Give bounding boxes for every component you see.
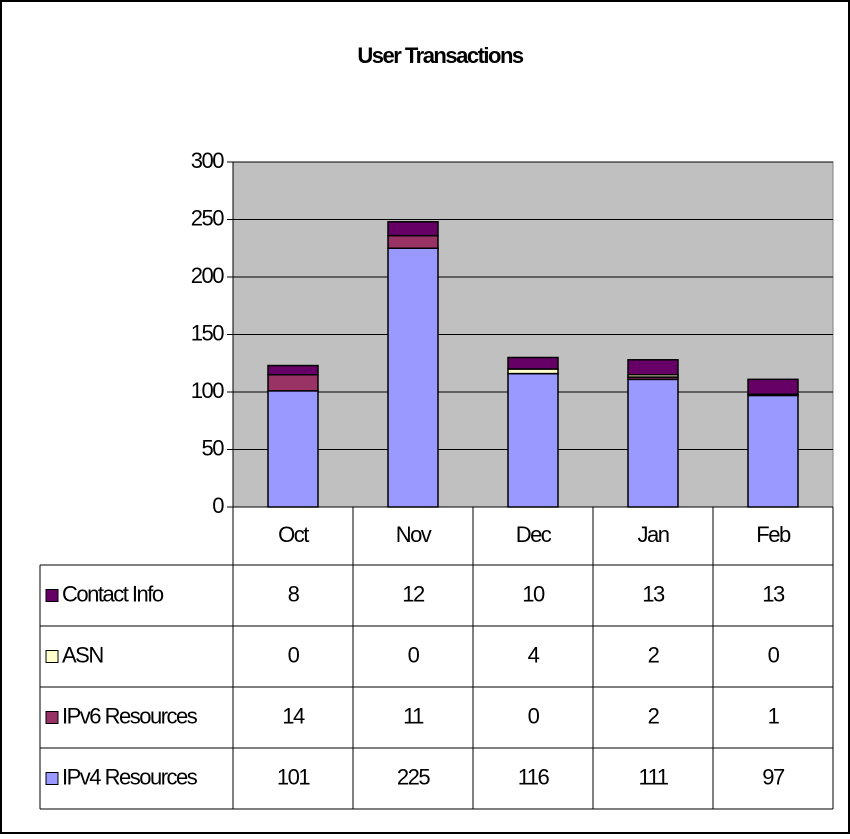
bar-segment [387,234,439,250]
bar-segment [267,390,319,508]
bar-segment [507,372,559,508]
legend-label: Contact Info [62,581,164,606]
table-value: 101 [277,764,310,789]
x-tick-label: Dec [516,522,552,547]
y-tick-label: 50 [202,435,225,460]
bar-segment [387,247,439,508]
table-value: 10 [522,581,545,606]
x-tick-label: Oct [278,522,309,547]
y-tick-label: 300 [191,148,224,173]
x-tick-label: Feb [756,522,791,547]
legend-label: ASN [62,642,103,667]
table-value: 0 [288,642,300,667]
table-value: 14 [282,703,305,728]
table-value: 97 [762,764,785,789]
table-value: 4 [528,642,540,667]
table-value: 13 [762,581,785,606]
legend-key [45,772,59,785]
y-tick-label: 250 [191,205,224,230]
bar-segment [627,359,679,376]
legend-key [45,711,59,724]
bar-segment [747,378,799,396]
bar-segment [267,364,319,376]
table-value: 116 [518,764,550,789]
bar-segment [507,356,559,370]
table-value: 0 [528,703,540,728]
table-value: 2 [648,642,660,667]
table-value: 225 [397,764,430,789]
y-tick-label: 0 [212,493,224,518]
bar-segment [267,374,319,392]
bar-segment [747,394,799,508]
legend-label: IPv6 Resources [62,703,198,728]
table-value: 1 [768,703,780,728]
y-tick-label: 200 [191,263,224,288]
y-tick-label: 100 [191,378,224,403]
x-tick-label: Nov [396,522,432,547]
table-value: 11 [403,703,424,728]
x-tick-label: Jan [638,522,669,547]
table-value: 13 [642,581,665,606]
legend-key [45,650,59,663]
legend-key [45,589,59,602]
bar-segment [627,378,679,508]
table-value: 111 [639,764,669,789]
table-value: 0 [768,642,780,667]
table-value: 8 [288,581,300,606]
chart-title: User Transactions [357,43,524,68]
legend-label: IPv4 Resources [62,764,198,789]
y-tick-label: 150 [191,320,224,345]
table-value: 2 [648,703,660,728]
bar-segment [387,221,439,237]
table-value: 12 [402,581,425,606]
table-value: 0 [408,642,420,667]
